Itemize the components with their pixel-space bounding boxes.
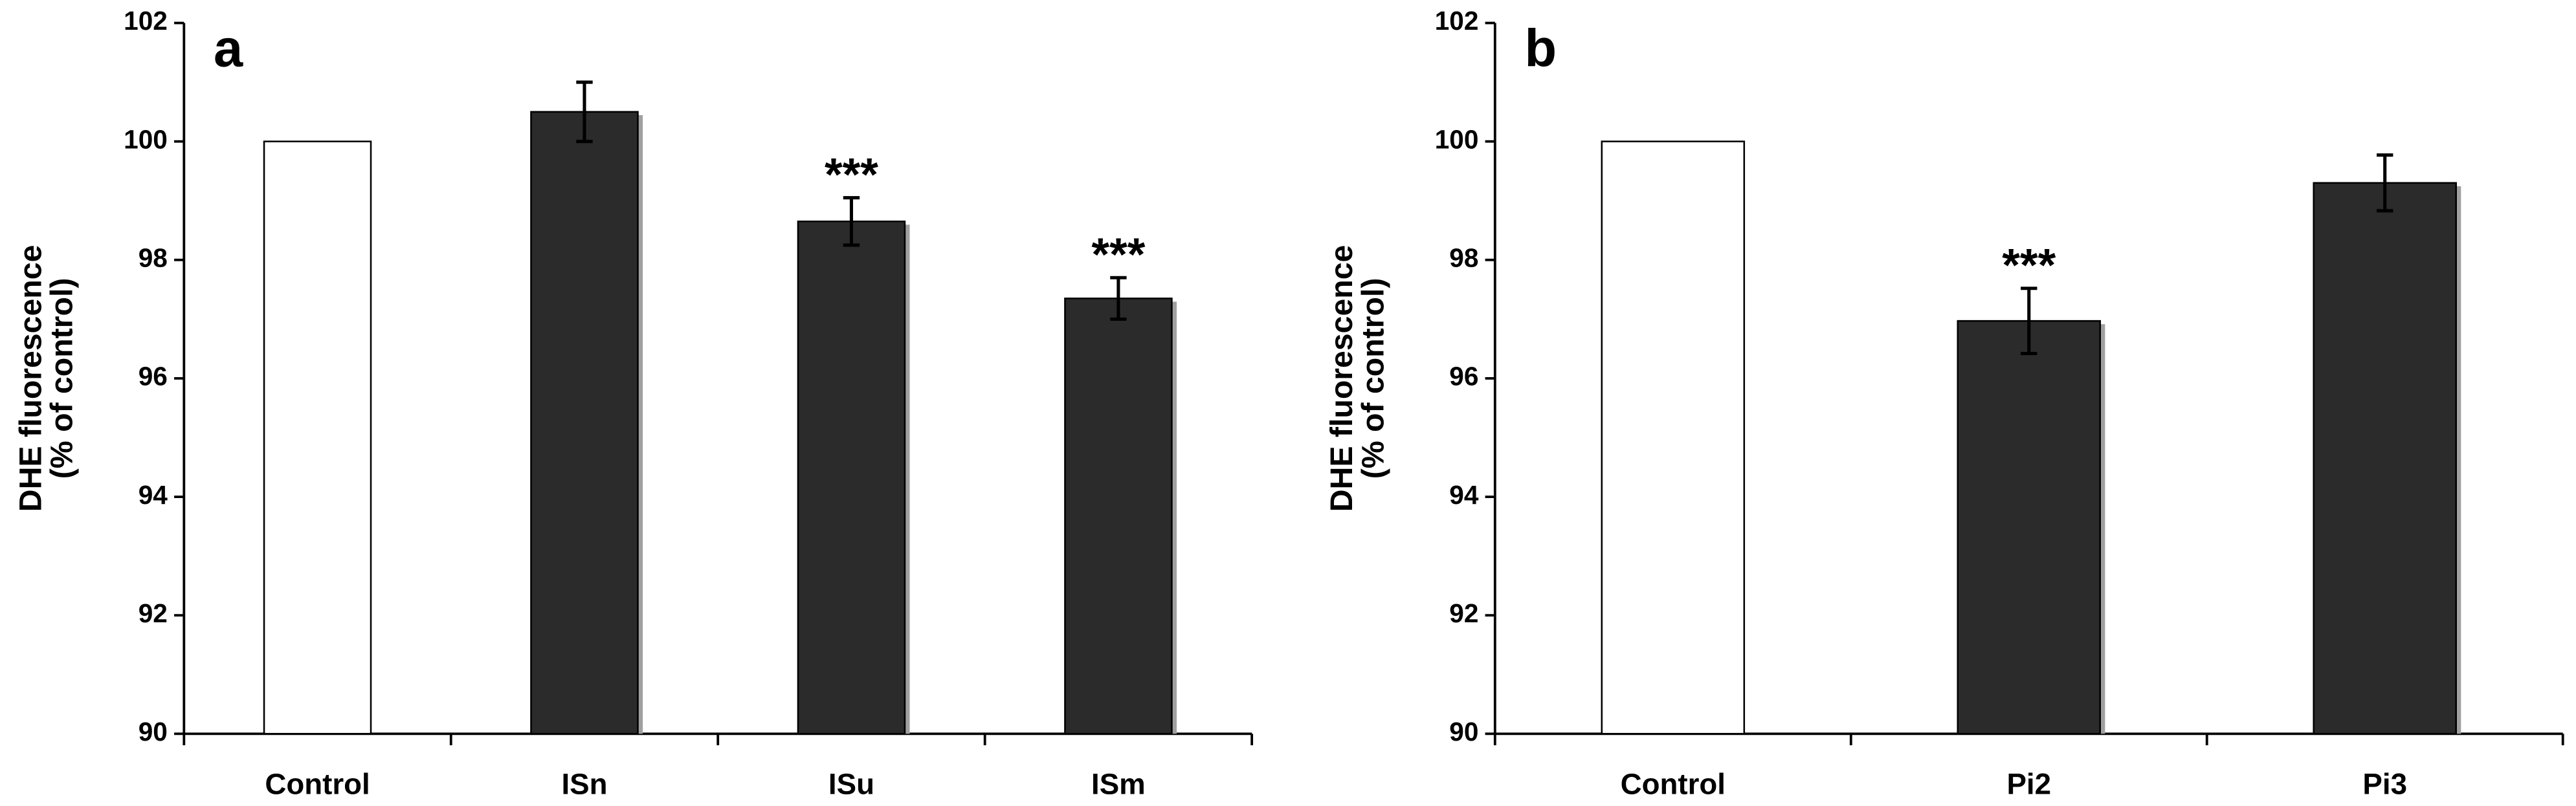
significance-label: *** xyxy=(2002,240,2056,291)
x-tick-label: Pi3 xyxy=(2362,768,2407,801)
error-bar xyxy=(2021,287,2037,356)
significance-label: *** xyxy=(825,149,878,201)
panel-label: a xyxy=(214,19,243,78)
significance-label: *** xyxy=(1091,230,1145,281)
x-tick-label: Control xyxy=(265,768,370,801)
y-tick-label: 98 xyxy=(139,243,168,273)
panel-label: b xyxy=(1525,19,1557,78)
y-axis-label: (% of control) xyxy=(1355,278,1390,479)
y-tick-label: 92 xyxy=(1449,598,1478,628)
x-tick-label: Control xyxy=(1621,768,1726,801)
y-tick-label: 102 xyxy=(1435,6,1479,36)
bar xyxy=(1957,320,2102,735)
y-tick-label: 96 xyxy=(1449,362,1478,391)
y-tick-label: 96 xyxy=(139,362,168,391)
bar xyxy=(1601,140,1746,735)
x-tick-label: ISu xyxy=(828,768,874,801)
bar xyxy=(797,221,906,735)
error-bar xyxy=(843,196,860,247)
error-bar xyxy=(576,80,593,144)
x-tick-label: ISn xyxy=(561,768,607,801)
bar xyxy=(530,111,639,735)
y-tick-label: 92 xyxy=(139,598,168,628)
bar xyxy=(263,140,372,735)
y-tick-label: 98 xyxy=(1449,243,1478,273)
y-tick-label: 102 xyxy=(124,6,168,36)
y-tick-label: 90 xyxy=(139,717,168,746)
x-tick-label: ISm xyxy=(1091,768,1146,801)
x-tick-label: Pi2 xyxy=(2006,768,2051,801)
error-bar xyxy=(1110,276,1127,321)
bar xyxy=(2313,182,2457,735)
y-tick-label: 94 xyxy=(139,480,168,510)
error-bar xyxy=(2377,153,2393,213)
y-tick-label: 100 xyxy=(124,124,168,154)
bar xyxy=(1064,298,1173,735)
y-tick-label: 94 xyxy=(1449,480,1479,510)
y-axis-label: DHE fluorescence xyxy=(13,245,48,512)
y-axis-label: (% of control) xyxy=(45,278,80,479)
y-tick-label: 90 xyxy=(1449,717,1478,746)
y-tick-label: 100 xyxy=(1435,124,1479,154)
y-axis-label: DHE fluorescence xyxy=(1324,245,1359,512)
